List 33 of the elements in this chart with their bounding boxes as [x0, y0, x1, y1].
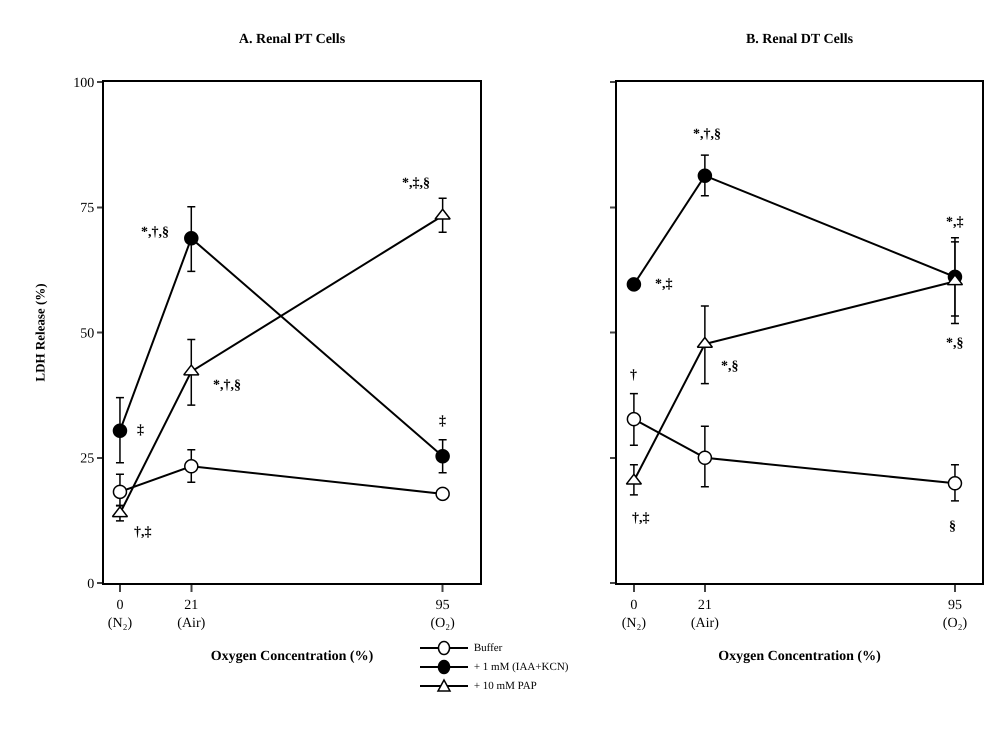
y-tick-label: 25 — [80, 452, 94, 467]
annotation: † — [630, 368, 637, 383]
y-tick-label: 75 — [80, 201, 94, 216]
x-tick-label: 21 (Air) — [177, 598, 206, 631]
legend-label: + 1 mM (IAA+KCN) — [474, 660, 568, 673]
x-axis-title: Oxygen Concentration (%) — [718, 648, 882, 664]
y-axis-title: LDH Release (%) — [32, 283, 48, 382]
annotation: *,§ — [946, 336, 964, 351]
annotation: *,‡ — [946, 215, 964, 230]
x-tick-label: 0 (N₂) — [622, 598, 646, 631]
annotation: *,†,§ — [693, 127, 721, 142]
annotation: ‡ — [439, 414, 446, 429]
x-tick-label: 0 (N₂) — [108, 598, 132, 631]
annotation: *,†,§ — [141, 225, 169, 240]
annotation: § — [949, 519, 956, 534]
legend-label: Buffer — [474, 642, 502, 654]
x-tick-label: 95 (O₂) — [942, 598, 968, 631]
annotation: ‡ — [137, 423, 144, 438]
chart-title: B. Renal DT Cells — [746, 32, 854, 47]
y-tick-label: 50 — [80, 326, 94, 342]
annotation: *,‡,§ — [402, 176, 430, 191]
chart-title: A. Renal PT Cells — [238, 32, 346, 47]
annotation: *,†,§ — [213, 378, 241, 393]
y-tick-label: 100 — [73, 76, 94, 91]
x-tick-label: 21 (Air) — [690, 598, 720, 631]
annotation: *,§ — [721, 359, 738, 374]
x-tick-label: 95 (O₂) — [430, 598, 456, 631]
x-axis-title: Oxygen Concentration (%) — [210, 648, 374, 664]
legend-label: + 10 mM PAP — [474, 680, 537, 692]
annotation: *,‡ — [655, 277, 672, 292]
annotation: †,‡ — [632, 511, 650, 526]
annotation: †,‡ — [134, 525, 152, 540]
y-tick-label: 0 — [87, 576, 94, 592]
